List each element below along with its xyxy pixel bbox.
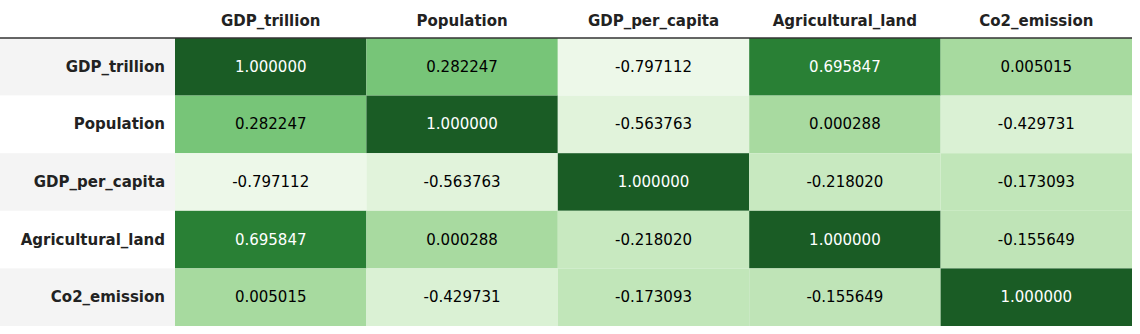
heatmap-cell [366,96,557,154]
cell-label: -0.563763 [615,115,692,133]
cell-label: 0.695847 [809,58,881,76]
cell-label: -0.155649 [806,288,883,306]
cell-label: 1.000000 [426,115,498,133]
row-label: Agricultural_land [21,231,165,249]
heatmap-cell [941,211,1132,269]
cell-label: 1.000000 [618,173,690,191]
cell-label: 0.282247 [235,115,307,133]
column-label: GDP_trillion [221,12,320,30]
row-label: Population [74,115,165,133]
cell-label: -0.173093 [998,173,1075,191]
heatmap-cell [366,153,557,211]
column-label: Agricultural_land [773,12,917,30]
cells [175,38,1132,326]
heatmap-cell [941,38,1132,96]
heatmap-cell [749,268,940,326]
row-label-background [0,153,175,211]
column-label: Population [416,12,507,30]
heatmap-cell [749,96,940,154]
cell-label: 0.000288 [809,115,881,133]
cell-label: 1.000000 [809,231,881,249]
row-label-background [0,38,175,96]
cell-label: -0.173093 [615,288,692,306]
heatmap-cell [366,211,557,269]
heatmap-cell [175,96,366,154]
heatmap-cell [558,153,749,211]
cell-label: 0.005015 [1001,58,1073,76]
heatmap-cell [558,38,749,96]
cell-label: 1.000000 [1001,288,1073,306]
cell-label: -0.429731 [998,115,1075,133]
cell-label: -0.797112 [232,173,309,191]
heatmap-cell [366,268,557,326]
row-label: Co2_emission [51,288,165,306]
cell-label: 1.000000 [235,58,307,76]
row-label-background [0,211,175,269]
heatmap-cell [175,153,366,211]
heatmap-cell [941,96,1132,154]
column-label: GDP_per_capita [588,12,719,30]
cell-label: -0.429731 [424,288,501,306]
heatmap-cell [749,38,940,96]
row-label-background [0,96,175,154]
cell-label: 0.282247 [426,58,498,76]
cell-labels: 1.000000 0.282247 -0.797112 0.695847 0.00501… [232,58,1075,306]
column-label: Co2_emission [979,12,1093,30]
heatmap-cell [175,268,366,326]
heatmap-cell [366,38,557,96]
heatmap-cell [558,96,749,154]
heatmap-cell [749,211,940,269]
header-separator [0,37,1132,39]
heatmap-cell [941,268,1132,326]
cell-label: 0.000288 [426,231,498,249]
cell-label: 0.005015 [235,288,307,306]
heatmap-cell [749,153,940,211]
heatmap-cell [175,38,366,96]
row-label: GDP_per_capita [34,173,165,191]
row-label-background [0,268,175,326]
heatmap-cell [558,211,749,269]
cell-label: 0.695847 [235,231,307,249]
cell-label: -0.155649 [998,231,1075,249]
cell-label: -0.218020 [615,231,692,249]
heatmap-cell [941,153,1132,211]
heatmap-cell [175,211,366,269]
row-label: GDP_trillion [66,58,165,76]
cell-label: -0.563763 [424,173,501,191]
cell-label: -0.797112 [615,58,692,76]
heatmap-chart: 1.000000 0.282247 -0.797112 0.695847 0.00501… [0,0,1140,334]
heatmap-cell [558,268,749,326]
cell-label: -0.218020 [806,173,883,191]
